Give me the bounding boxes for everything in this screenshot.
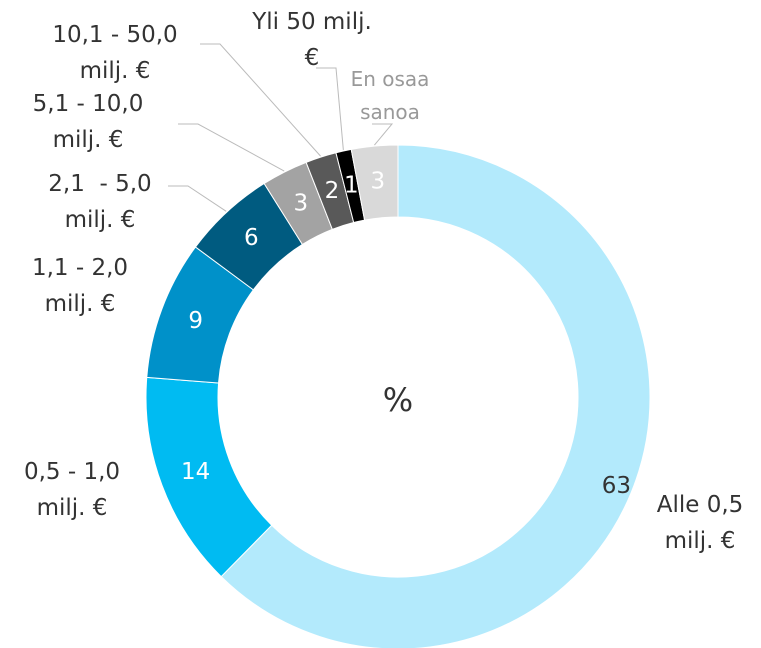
category-label-line: milj. € [665,528,736,554]
category-label: 0,5 - 1,0 milj. € [24,459,120,521]
value-label: 3 [371,168,386,194]
value-label: 63 [602,473,631,499]
leader-line [316,67,344,151]
leader-line [178,123,285,172]
category-label: Yli 50 milj. € [251,9,372,71]
category-label: En osaa sanoa [351,67,430,124]
value-label: 9 [188,308,203,334]
category-label-line: 5,1 - 10,0 [33,91,144,117]
category-label-line: milj. € [65,207,136,233]
leader-line [372,123,394,146]
category-label-line: milj. € [45,291,116,317]
category-label-line: milj. € [37,495,108,521]
leader-line [168,185,227,212]
category-label: 5,1 - 10,0 milj. € [33,91,144,153]
category-label-line: 0,5 - 1,0 [24,459,120,485]
value-label: 2 [325,178,340,204]
category-label-line: sanoa [360,100,420,124]
category-label-line: En osaa [351,67,430,91]
value-label: 3 [294,191,309,217]
donut-segment [220,144,651,648]
category-label: 10,1 - 50,0 milj. € [52,22,177,84]
category-label-line: 2,1 - 5,0 [48,171,151,197]
category-label-line: milj. € [80,58,151,84]
donut-segment [350,144,399,221]
category-label-line: 1,1 - 2,0 [32,255,128,281]
category-label-line: € [305,45,320,71]
leader-line [200,43,321,157]
category-label: 2,1 - 5,0 milj. € [48,171,151,233]
category-label-line: Alle 0,5 [657,492,744,518]
category-label-line: Yli 50 milj. [251,9,372,35]
value-label: 14 [181,459,210,485]
category-label-line: 10,1 - 50,0 [52,22,177,48]
value-label: 1 [344,173,359,199]
value-label: 6 [244,225,259,251]
center-label: % [383,381,413,419]
category-label: Alle 0,5 milj. € [657,492,744,554]
category-label: 1,1 - 2,0 milj. € [32,255,128,317]
category-label-line: milj. € [53,127,124,153]
